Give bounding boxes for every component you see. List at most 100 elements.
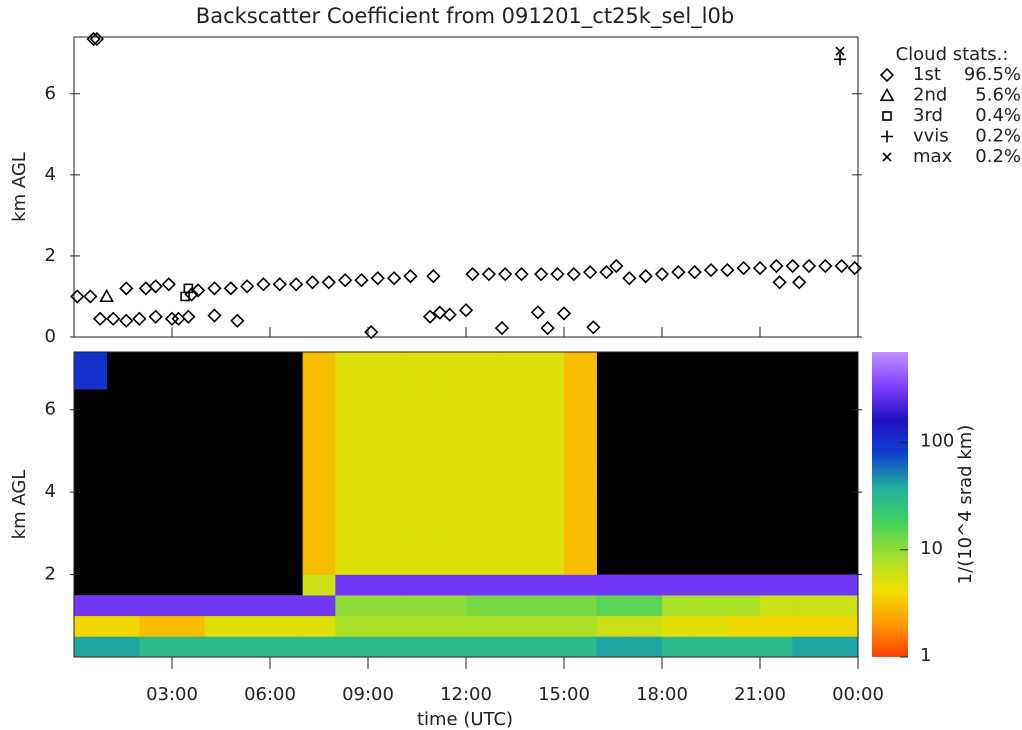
heatmap-cell	[433, 492, 467, 514]
heatmap-cell	[466, 512, 499, 534]
heatmap-cell	[564, 409, 597, 431]
marker	[426, 269, 441, 284]
marker	[289, 277, 304, 292]
heatmap-cell	[433, 512, 467, 534]
heatmap-cell	[335, 512, 369, 534]
marker	[638, 269, 653, 284]
heatmap-cell	[335, 533, 369, 555]
heatmap-cell	[335, 574, 369, 596]
heatmap-cell	[368, 615, 401, 637]
heatmap-cell	[466, 471, 499, 493]
marker	[148, 279, 163, 294]
heatmap-cell	[825, 595, 859, 617]
marker	[432, 305, 447, 320]
heatmap-cell	[433, 430, 467, 452]
x-tick-label: 21:00	[734, 684, 786, 705]
marker	[138, 281, 153, 296]
heatmap-cell	[466, 595, 499, 617]
y-axis-label: km AGL	[9, 470, 30, 540]
heatmap-cell	[302, 574, 336, 596]
heatmap-cell	[400, 471, 434, 493]
heatmap-cell	[466, 368, 499, 390]
heatmap-cell	[760, 574, 793, 596]
heatmap-cell	[172, 636, 205, 658]
heatmap-cell	[302, 636, 336, 658]
heatmap-cell	[433, 368, 467, 390]
heatmap-cell	[694, 636, 728, 658]
heatmap-cell	[335, 492, 369, 514]
heatmap-cell	[368, 636, 401, 658]
heatmap-cell	[204, 595, 238, 617]
heatmap-cell	[433, 574, 467, 596]
legend-label: max	[913, 146, 953, 167]
heatmap-cell	[596, 595, 630, 617]
heatmap-cell	[400, 574, 434, 596]
marker	[240, 279, 255, 294]
heatmap-cell	[564, 512, 597, 534]
heatmap-cell	[564, 430, 597, 452]
heatmap-cell	[368, 409, 401, 431]
heatmap-cell	[139, 615, 173, 637]
heatmap-cell	[433, 595, 467, 617]
marker	[230, 313, 245, 328]
heatmap-cell	[400, 512, 434, 534]
y-tick-label: 4	[45, 481, 56, 502]
heatmap-cell	[400, 430, 434, 452]
heatmap-cell	[531, 389, 565, 411]
marker	[599, 265, 614, 280]
marker	[785, 258, 800, 274]
heatmap-cell	[400, 409, 434, 431]
marker	[609, 258, 624, 274]
marker	[465, 267, 480, 282]
heatmap-cell	[498, 574, 532, 596]
heatmap-cell	[139, 636, 173, 658]
chart-title: Backscatter Coefficient from 091201_ct25…	[196, 4, 734, 29]
heatmap-cell	[466, 430, 499, 452]
heatmap-cell	[204, 615, 238, 637]
heatmap-cell	[531, 512, 565, 534]
marker	[272, 277, 287, 292]
y-tick-label: 2	[45, 564, 56, 585]
x-tick-label: 18:00	[636, 684, 688, 705]
heatmap-cell	[172, 595, 205, 617]
heatmap-cell	[564, 450, 597, 472]
y-tick-label: 6	[45, 399, 56, 420]
legend-percent: 0.2%	[975, 126, 1021, 147]
heatmap-cell	[564, 492, 597, 514]
y-axis-label: km AGL	[9, 152, 30, 222]
heatmap-cell	[727, 595, 761, 617]
heatmap-cell	[792, 595, 826, 617]
heatmap-cell	[368, 368, 401, 390]
marker	[83, 289, 98, 304]
legend-percent: 96.5%	[964, 64, 1021, 85]
heatmap-cell	[531, 352, 565, 369]
heatmap-cell	[792, 636, 826, 658]
heatmap-cell	[498, 636, 532, 658]
heatmap-cell	[433, 389, 467, 411]
heatmap-cell	[106, 615, 140, 637]
heatmap-cell	[564, 615, 597, 637]
marker	[442, 307, 457, 322]
marker	[161, 277, 176, 292]
x-tick-label: 03:00	[146, 684, 198, 705]
heatmap-cell	[302, 430, 336, 452]
legend-percent: 0.2%	[975, 146, 1021, 167]
marker	[132, 311, 147, 326]
marker	[498, 267, 513, 282]
marker	[550, 267, 565, 282]
marker	[256, 277, 271, 292]
heatmap-cell	[466, 574, 499, 596]
marker	[847, 260, 862, 276]
heatmap-cell	[433, 450, 467, 472]
marker	[586, 320, 601, 335]
heatmap-cell	[498, 352, 532, 369]
marker	[403, 269, 418, 284]
y-tick-label: 4	[45, 164, 56, 185]
heatmap-cell	[498, 533, 532, 555]
heatmap-cell	[74, 595, 107, 617]
marker	[70, 289, 85, 304]
heatmap-cell	[335, 615, 369, 637]
marker	[566, 267, 581, 282]
heatmap-cell	[466, 352, 499, 369]
